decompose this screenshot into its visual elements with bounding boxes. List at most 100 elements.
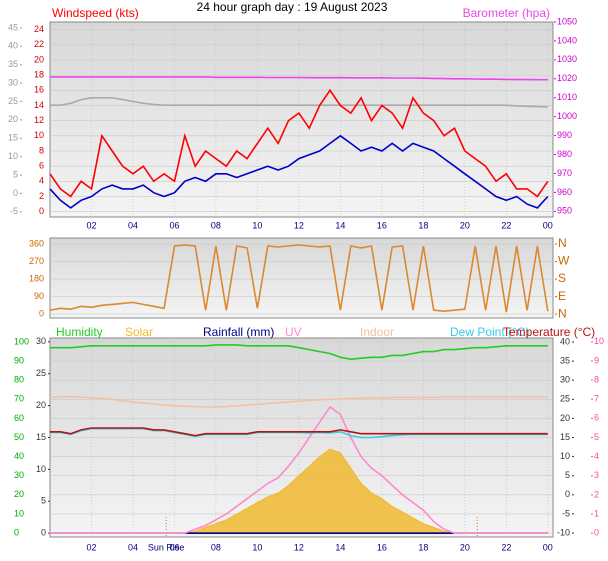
- y3-tick-label: 5: [41, 496, 46, 506]
- y3-tick-label: 35: [8, 59, 18, 69]
- y3-tick-label: 15: [8, 133, 18, 143]
- y-tick-label: 0: [14, 527, 19, 537]
- plot-area: [49, 21, 554, 218]
- x-tick-label: 22: [501, 542, 511, 552]
- x-tick-label: 16: [377, 220, 387, 230]
- legend-entry: UV: [285, 325, 302, 339]
- y2-tick-label: 15: [560, 432, 570, 442]
- y-tick-label: 60: [14, 413, 24, 423]
- y2-tick-label: 960: [557, 187, 572, 197]
- y-tick-label: 20: [34, 54, 44, 64]
- series-line: [50, 427, 548, 437]
- y-tick-label: 270: [29, 256, 44, 266]
- y2-tick-label: 990: [557, 130, 572, 140]
- series-line: [49, 88, 549, 198]
- series-line: [50, 344, 548, 361]
- x-tick-label: 04: [128, 220, 138, 230]
- y3-tick-label: 0: [13, 188, 18, 198]
- y-tick-label: 10: [34, 130, 44, 140]
- y2-tick-label: N: [558, 306, 567, 320]
- x-tick-label: 20: [460, 220, 470, 230]
- y3-tick-label: 0: [41, 528, 46, 538]
- x-tick-label: 10: [252, 220, 262, 230]
- y-tick-label: 14: [34, 100, 44, 110]
- x-tick-label: 08: [211, 542, 221, 552]
- y-tick-label: 2: [39, 191, 44, 201]
- y-tick-label: 10: [14, 508, 24, 518]
- y-tick-label: 12: [34, 115, 44, 125]
- y-tick-label: 24: [34, 24, 44, 34]
- y3-tick-label: -5: [10, 206, 18, 216]
- axis-title: Barometer (hpa): [463, 6, 550, 20]
- series-line: [50, 405, 548, 534]
- y2-tick-label: -5: [562, 508, 570, 518]
- y3-tick-label: 25: [36, 368, 46, 378]
- y3-tick-label: 20: [36, 400, 46, 410]
- y4-tick-label: 6: [594, 413, 599, 423]
- series-line: [49, 244, 549, 313]
- y2-tick-label: S: [558, 271, 566, 285]
- y2-tick-label: 1000: [557, 111, 577, 121]
- y4-tick-label: 9: [594, 355, 599, 365]
- y4-tick-label: 3: [594, 470, 599, 480]
- y-tick-label: 90: [34, 291, 44, 301]
- series-line: [50, 76, 548, 81]
- legend-entry: Humidity: [56, 325, 103, 339]
- y3-tick-label: 10: [36, 464, 46, 474]
- y-tick-label: 4: [39, 176, 44, 186]
- y-tick-label: 0: [39, 206, 44, 216]
- y-tick-label: 80: [14, 375, 24, 385]
- y2-tick-label: 1030: [557, 54, 577, 64]
- y3-tick-label: 10: [8, 151, 18, 161]
- y2-tick-label: 5: [565, 470, 570, 480]
- y3-tick-label: 30: [36, 336, 46, 346]
- y-tick-label: 100: [14, 336, 29, 346]
- x-tick-label: 18: [418, 220, 428, 230]
- x-tick-label: 22: [501, 220, 511, 230]
- annotation: Sun Rise: [148, 542, 185, 552]
- legend-entry: Temperature (°C): [503, 325, 595, 339]
- y3-tick-label: 40: [8, 41, 18, 51]
- y4-tick-label: 10: [594, 336, 604, 346]
- y-tick-label: 8: [39, 145, 44, 155]
- y-tick-label: 360: [29, 238, 44, 248]
- y-tick-label: 16: [34, 85, 44, 95]
- y3-tick-label: 5: [13, 169, 18, 179]
- y2-tick-label: 20: [560, 413, 570, 423]
- y4-tick-label: 0: [594, 528, 599, 538]
- x-tick-label: 02: [86, 542, 96, 552]
- y2-tick-label: N: [558, 236, 567, 250]
- x-tick-label: 06: [169, 220, 179, 230]
- y-tick-label: 20: [14, 489, 24, 499]
- y-tick-label: 90: [14, 355, 24, 365]
- y-tick-label: 0: [39, 308, 44, 318]
- y-tick-label: 180: [29, 273, 44, 283]
- y2-tick-label: 1050: [557, 16, 577, 26]
- y2-tick-label: 1010: [557, 92, 577, 102]
- series-line: [50, 395, 548, 408]
- series-line: [50, 97, 548, 108]
- series-line: [49, 134, 549, 209]
- y2-tick-label: 40: [560, 336, 570, 346]
- y3-tick-label: 20: [8, 114, 18, 124]
- x-tick-label: 00: [543, 542, 553, 552]
- y4-tick-label: 4: [594, 451, 599, 461]
- legend-entry: Dew Point (°C): [450, 325, 529, 339]
- plot-area: [49, 237, 554, 319]
- y4-tick-label: 5: [594, 432, 599, 442]
- x-tick-label: 02: [86, 220, 96, 230]
- legend-entry: Indoor: [360, 325, 394, 339]
- x-tick-label: 12: [294, 220, 304, 230]
- y2-tick-label: E: [558, 289, 566, 303]
- legend-entry: Solar: [125, 325, 153, 339]
- y-tick-label: 6: [39, 161, 44, 171]
- y2-tick-label: 1020: [557, 73, 577, 83]
- y2-tick-label: 950: [557, 206, 572, 216]
- y2-tick-label: 1040: [557, 35, 577, 45]
- y2-tick-label: 0: [565, 489, 570, 499]
- y2-tick-label: 10: [560, 451, 570, 461]
- x-tick-label: 14: [335, 542, 345, 552]
- y-tick-label: 50: [14, 432, 24, 442]
